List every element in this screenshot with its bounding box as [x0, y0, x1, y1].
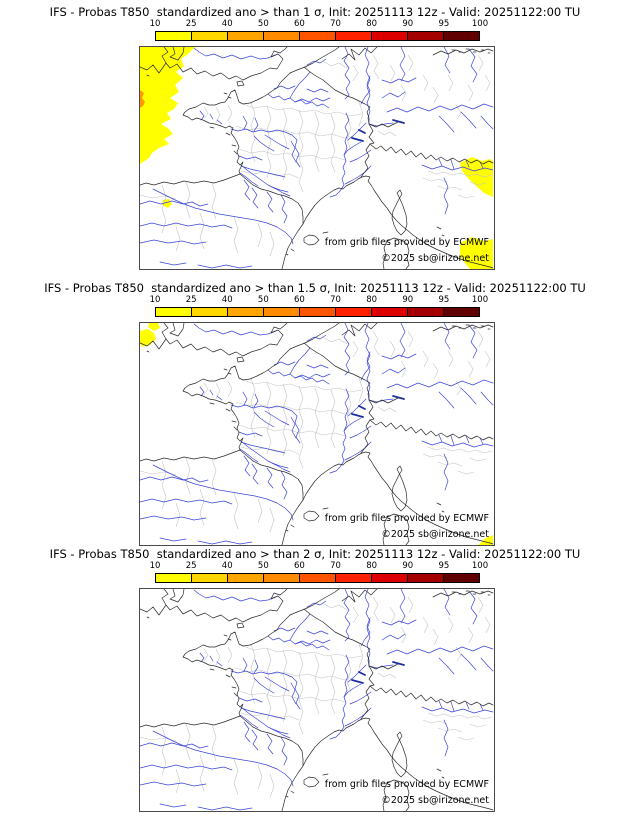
- map-canvas: [140, 47, 494, 269]
- colorbar-tick: 80: [366, 19, 378, 29]
- colorbar-segment: [300, 32, 336, 40]
- panel-title: IFS - Probas T850 standardized ano > tha…: [44, 281, 586, 295]
- colorbar-segment: [372, 308, 408, 316]
- map-canvas: [140, 323, 494, 545]
- colorbar-tick-labels: 10 25 40 50 60 70 80 90 95 100: [150, 561, 489, 572]
- ecmwf-attribution: from grib files provided by ECMWF: [324, 513, 489, 524]
- colorbar-segment: [192, 308, 228, 316]
- probability-colorbar: [155, 573, 480, 583]
- colorbar-tick: 25: [185, 295, 197, 305]
- probability-patches: [140, 323, 493, 545]
- colorbar-tick: 50: [257, 561, 269, 571]
- colorbar-tick: 50: [257, 295, 269, 305]
- colorbar-tick: 40: [221, 295, 233, 305]
- probability-patch: [140, 90, 145, 108]
- colorbar-segment: [372, 32, 408, 40]
- colorbar-tick: 95: [438, 295, 450, 305]
- panel-title: IFS - Probas T850 standardized ano > tha…: [49, 5, 581, 19]
- colorbar-segment: [300, 574, 336, 582]
- copyright-notice: ©2025 sb@irizone.net: [381, 795, 489, 806]
- colorbar-tick: 90: [402, 561, 414, 571]
- colorbar-segment: [228, 32, 264, 40]
- colorbar-tick: 10: [149, 295, 161, 305]
- colorbar-segment: [300, 308, 336, 316]
- colorbar-segment: [444, 574, 479, 582]
- ecmwf-attribution: from grib files provided by ECMWF: [324, 237, 489, 248]
- probability-colorbar: [155, 31, 480, 41]
- colorbar-tick: 70: [330, 295, 341, 305]
- colorbar-tick: 40: [221, 561, 233, 571]
- panel-sigma-2: IFS - Probas T850 standardized ano > tha…: [0, 542, 630, 818]
- colorbar-segment: [264, 308, 300, 316]
- colorbar-tick: 95: [438, 19, 450, 29]
- probability-patch: [148, 323, 160, 331]
- colorbar-tick-labels: 10 25 40 50 60 70 80 90 95 100: [150, 295, 489, 306]
- copyright-notice: ©2025 sb@irizone.net: [381, 253, 489, 264]
- colorbar-tick: 80: [366, 561, 378, 571]
- france-map: from grib files provided by ECMWF ©2025 …: [139, 322, 495, 546]
- colorbar-segment: [228, 574, 264, 582]
- colorbar-segment: [336, 308, 372, 316]
- colorbar-tick: 40: [221, 19, 233, 29]
- colorbar-tick: 70: [330, 19, 341, 29]
- colorbar-segment: [408, 308, 444, 316]
- colorbar-tick: 100: [471, 295, 489, 305]
- probability-patch: [460, 157, 493, 197]
- colorbar-tick: 95: [438, 561, 450, 571]
- panel-sigma-1-5: IFS - Probas T850 standardized ano > tha…: [0, 276, 630, 552]
- probability-patch: [140, 47, 195, 164]
- probability-colorbar: [155, 307, 480, 317]
- colorbar-segment: [336, 574, 372, 582]
- colorbar-tick-labels: 10 25 40 50 60 70 80 90 95 100: [150, 19, 489, 30]
- colorbar-tick: 90: [402, 19, 414, 29]
- colorbar-segment: [192, 32, 228, 40]
- colorbar-tick: 100: [471, 19, 489, 29]
- france-map: from grib files provided by ECMWF ©2025 …: [139, 588, 495, 812]
- probability-patch: [155, 141, 161, 147]
- colorbar-tick: 25: [185, 561, 197, 571]
- colorbar-segment: [372, 574, 408, 582]
- panel-title: IFS - Probas T850 standardized ano > tha…: [49, 547, 581, 561]
- colorbar-segment: [192, 574, 228, 582]
- probability-patch: [140, 329, 156, 347]
- colorbar-segment: [444, 32, 479, 40]
- colorbar-tick: 10: [149, 19, 161, 29]
- colorbar-segment: [408, 32, 444, 40]
- colorbar-tick: 100: [471, 561, 489, 571]
- france-map: from grib files provided by ECMWF ©2025 …: [139, 46, 495, 270]
- colorbar-tick: 60: [294, 295, 305, 305]
- colorbar-segment: [264, 574, 300, 582]
- colorbar-tick: 60: [294, 19, 305, 29]
- colorbar-tick: 25: [185, 19, 197, 29]
- colorbar-segment: [336, 32, 372, 40]
- colorbar-tick: 50: [257, 19, 269, 29]
- colorbar-segment: [444, 308, 479, 316]
- copyright-notice: ©2025 sb@irizone.net: [381, 529, 489, 540]
- colorbar-tick: 70: [330, 561, 341, 571]
- colorbar-tick: 60: [294, 561, 305, 571]
- colorbar-segment: [228, 308, 264, 316]
- colorbar-segment: [408, 574, 444, 582]
- colorbar-tick: 80: [366, 295, 378, 305]
- colorbar-segment: [264, 32, 300, 40]
- colorbar-segment: [156, 308, 192, 316]
- colorbar-tick: 90: [402, 295, 414, 305]
- probability-patches: [140, 47, 493, 269]
- colorbar-tick: 10: [149, 561, 161, 571]
- probability-patch: [460, 237, 493, 269]
- colorbar-segment: [156, 574, 192, 582]
- map-canvas: [140, 589, 494, 811]
- panel-sigma-1: IFS - Probas T850 standardized ano > tha…: [0, 0, 630, 276]
- ecmwf-attribution: from grib files provided by ECMWF: [324, 779, 489, 790]
- colorbar-segment: [156, 32, 192, 40]
